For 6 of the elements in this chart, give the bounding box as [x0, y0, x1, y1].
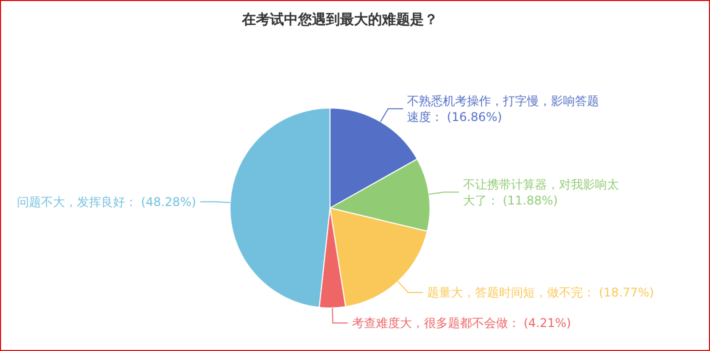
slice-label: 考查难度大，很多题都不会做： (4.21%) [352, 316, 572, 330]
slice-label: 题量大，答题时间短，做不完： (18.77%) [427, 286, 654, 300]
chart-title: 在考试中您遇到最大的难题是？ [241, 12, 438, 28]
slice-label: 不熟悉机考操作，打字慢，影响答题速度： (16.86%) [407, 94, 600, 124]
slice-label: 问题不大，发挥良好： (48.28%) [17, 194, 196, 209]
slice-label: 不让携带计算器，对我影响太大了： (11.88%) [462, 177, 619, 208]
